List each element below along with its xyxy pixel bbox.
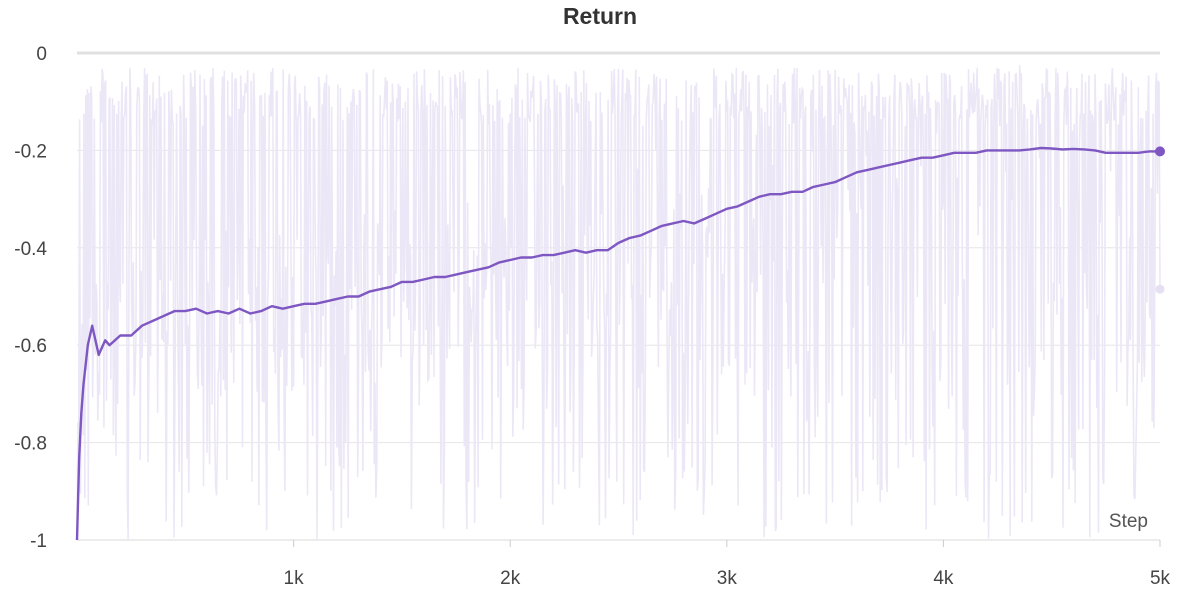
smoothed-last-point	[1155, 146, 1165, 157]
raw-series-line	[76, 65, 1161, 541]
y-tick-label: 0	[36, 44, 47, 65]
chart-title: Return	[562, 3, 638, 29]
x-axis-label: Step	[1109, 511, 1148, 532]
smoothed-series-layer	[75, 146, 1165, 541]
raw-series-layer	[76, 65, 1165, 541]
x-tick-label: 2k	[500, 568, 521, 589]
x-tick-label: 5k	[1150, 568, 1171, 589]
x-tick-label: 3k	[717, 568, 738, 589]
tick-layer: 0 -0.2 -0.4 -0.6 -0.8 -1 1k 2k 3k 4k 5k	[14, 44, 1170, 589]
raw-last-point	[1155, 284, 1165, 294]
y-tick-label: -0.6	[14, 336, 47, 357]
y-tick-label: -0.2	[14, 141, 47, 162]
x-tick-label: 4k	[933, 568, 954, 589]
y-tick-label: -0.8	[14, 434, 47, 455]
y-tick-label: -0.4	[14, 239, 47, 260]
x-tick-label: 1k	[284, 568, 305, 589]
y-tick-label: -1	[30, 531, 47, 552]
smoothed-series-line	[75, 146, 1160, 541]
